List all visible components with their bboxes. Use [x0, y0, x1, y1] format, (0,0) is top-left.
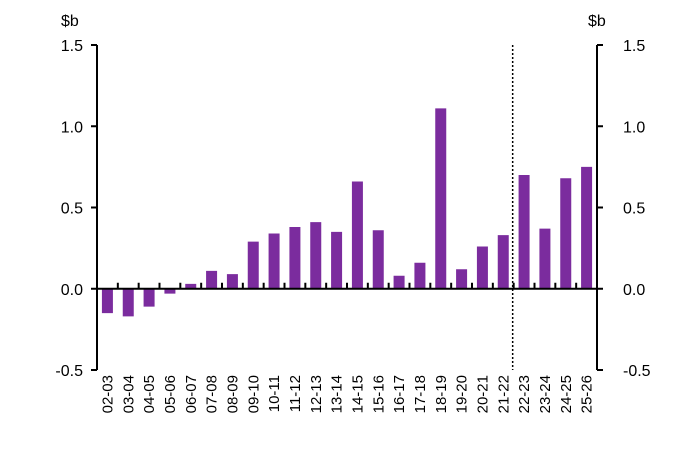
bar-12-13: [310, 222, 322, 289]
bar-05-06: [164, 288, 176, 294]
x-tick-label: 08-09: [224, 375, 241, 413]
bars: [101, 108, 593, 317]
left-axis-ticks: 1.5 1.0 0.5 0.0 -0.5: [55, 38, 97, 380]
bar-09-10: [247, 241, 259, 289]
bar-21-22: [497, 235, 509, 289]
right-tick-label: 1.5: [623, 38, 645, 55]
bar-18-19: [435, 108, 447, 289]
bar-06-07: [185, 283, 197, 289]
x-tick-label: 02-03: [99, 375, 116, 413]
x-tick-label: 14-15: [349, 375, 366, 413]
bar-16-17: [393, 275, 405, 289]
right-axis-ticks: 1.5 1.0 0.5 0.0 -0.5: [597, 38, 651, 380]
bar-03-04: [122, 288, 134, 317]
x-tick-label: 12-13: [308, 375, 325, 413]
bar-14-15: [351, 181, 363, 289]
x-tick-label: 06-07: [183, 375, 200, 413]
left-tick-label: 1.5: [61, 38, 83, 55]
bar-19-20: [456, 269, 468, 289]
x-axis-labels: 02-03 03-04 04-05 05-06 06-07 07-08 08-09 09-10…: [99, 375, 595, 413]
x-tick-label: 20-21: [474, 375, 491, 413]
right-tick-label: 0.0: [623, 282, 645, 299]
left-tick-label: 0.0: [61, 282, 83, 299]
x-tick-label: 11-12: [287, 375, 304, 412]
left-unit-label: $b: [61, 13, 79, 30]
right-tick-label: -0.5: [623, 363, 651, 380]
x-tick-label: 04-05: [141, 375, 158, 413]
x-tick-label: 25-26: [579, 375, 596, 413]
bar-08-09: [226, 274, 238, 289]
left-tick-label: 0.5: [61, 201, 83, 218]
bar-24-25: [560, 178, 572, 289]
bar-15-16: [372, 230, 384, 289]
bar-23-24: [539, 228, 551, 289]
bar-20-21: [476, 246, 488, 289]
bar-13-14: [331, 231, 343, 289]
bar-11-12: [289, 227, 301, 289]
x-tick-label: 10-11: [266, 375, 283, 412]
x-tick-label: 17-18: [412, 375, 429, 413]
x-tick-label: 21-22: [495, 375, 512, 413]
left-tick-label: -0.5: [55, 363, 83, 380]
x-tick-label: 16-17: [391, 375, 408, 413]
left-tick-label: 1.0: [61, 119, 83, 136]
right-tick-label: 1.0: [623, 119, 645, 136]
x-axis-ticks: [96, 282, 598, 289]
x-tick-label: 07-08: [204, 375, 221, 413]
x-tick-label: 19-20: [454, 375, 471, 413]
x-tick-label: 18-19: [433, 375, 450, 413]
x-tick-label: 15-16: [370, 375, 387, 413]
bar-25-26: [581, 166, 593, 289]
x-tick-label: 03-04: [120, 375, 137, 413]
x-tick-label: 22-23: [516, 375, 533, 413]
bar-07-08: [206, 270, 218, 289]
x-tick-label: 05-06: [162, 375, 179, 413]
bar-02-03: [101, 288, 113, 314]
x-tick-label: 23-24: [537, 375, 554, 413]
x-tick-label: 09-10: [245, 375, 262, 413]
bar-10-11: [268, 233, 280, 289]
right-tick-label: 0.5: [623, 201, 645, 218]
bar-22-23: [518, 175, 530, 289]
x-tick-label: 13-14: [329, 375, 346, 413]
bar-04-05: [143, 288, 155, 307]
bar-17-18: [414, 262, 426, 289]
right-unit-label: $b: [588, 13, 606, 30]
x-tick-label: 24-25: [558, 375, 575, 413]
